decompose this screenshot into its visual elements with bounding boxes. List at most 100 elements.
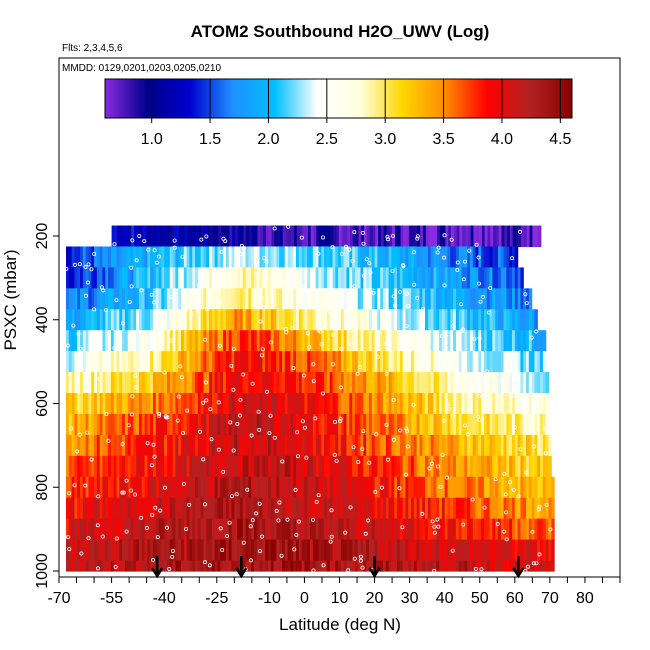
heatmap-cell [262,476,266,499]
heatmap-cell [382,330,387,352]
heatmap-cell [382,497,387,520]
heatmap-cell [105,351,109,373]
heatmap-cell [506,518,510,541]
heatmap-cell [391,267,395,289]
heatmap-cell [430,393,435,415]
heatmap-cell [489,267,493,289]
sample-point [455,378,460,383]
sample-point [393,303,398,308]
heatmap-cell [523,351,527,373]
heatmap-cell [472,309,477,331]
heatmap-cell [206,413,210,436]
heatmap-cell [267,393,272,415]
heatmap-cell [119,539,123,562]
x-tick-label: 30 [401,590,419,607]
heatmap-cell [483,413,488,436]
heatmap-cell [357,309,362,331]
heatmap-cell [195,518,199,541]
sample-point [408,342,413,347]
heatmap-cell [164,413,168,436]
heatmap-cell [430,434,435,457]
heatmap-cell [497,413,502,436]
heatmap-cell [66,330,70,352]
heatmap-cell [469,413,474,436]
heatmap-cell [515,225,519,248]
heatmap-cell [366,434,370,457]
sample-point [216,447,221,452]
heatmap-cell [116,288,120,310]
sample-point [284,327,289,332]
heatmap-cell [223,518,227,541]
sample-point [432,524,437,529]
heatmap-cell [413,309,418,331]
heatmap-cell [453,246,457,269]
heatmap-cell [419,455,423,478]
heatmap-cell [231,288,235,310]
heatmap-cell [486,246,491,269]
heatmap-cell [197,434,202,457]
heatmap-cell [363,476,367,499]
heatmap-cell [68,267,73,289]
heatmap-cell [164,225,169,248]
heatmap-cell [192,288,196,310]
heatmap-cell [265,309,269,331]
heatmap-cell [293,497,297,520]
sample-point [493,477,498,482]
heatmap-cell [287,288,292,310]
heatmap-cell [251,288,255,310]
heatmap-cell [338,393,342,415]
heatmap-cell [444,434,449,457]
heatmap-cell [195,351,199,373]
heatmap-cell [497,330,502,352]
heatmap-cell [391,560,395,572]
heatmap-cell [450,539,454,562]
heatmap-cell [324,476,328,499]
heatmap-cell [408,560,412,572]
heatmap-cell [284,372,289,394]
heatmap-cell [127,497,132,520]
heatmap-cell [256,372,261,394]
heatmap-cell [495,267,499,289]
heatmap-cell [486,372,491,394]
heatmap-cell [461,497,465,520]
heatmap-cell [195,288,199,310]
sample-point [156,413,161,418]
colorbar-tick-label: 4.0 [491,131,513,148]
heatmap-cell [147,351,151,373]
sample-point [290,326,295,331]
heatmap-cell [267,246,272,269]
chart-title: ATOM2 Southbound H2O_UWV (Log) [191,22,490,41]
heatmap-cell [116,330,120,352]
heatmap-cell [310,372,314,394]
heatmap-cell [318,309,322,331]
heatmap-cell [141,288,146,310]
heatmap-cell [385,351,390,373]
heatmap-cell [110,372,115,394]
heatmap-cell [346,267,350,289]
heatmap-cell [217,434,221,457]
heatmap-cell [130,455,134,478]
heatmap-cell [391,518,395,541]
heatmap-cell [197,455,202,478]
heatmap-cell [189,330,193,352]
heatmap-cell [503,288,507,310]
heatmap-cell [340,518,345,541]
heatmap-cell [486,455,491,478]
heatmap-cell [77,434,81,457]
heatmap-cell [273,434,277,457]
sample-point [299,235,304,240]
heatmap-cell [366,351,370,373]
heatmap-cell [211,351,216,373]
heatmap-cell [293,288,297,310]
heatmap-cell [382,476,387,499]
heatmap-cell [259,372,263,394]
heatmap-cell [371,455,376,478]
sample-point [196,309,201,314]
heatmap-cell [374,372,378,394]
heatmap-cell [394,309,398,331]
heatmap-cell [259,393,263,415]
heatmap-cell [204,225,208,248]
heatmap-cell [287,393,292,415]
sample-point [384,371,389,376]
heatmap-cell [377,288,381,310]
